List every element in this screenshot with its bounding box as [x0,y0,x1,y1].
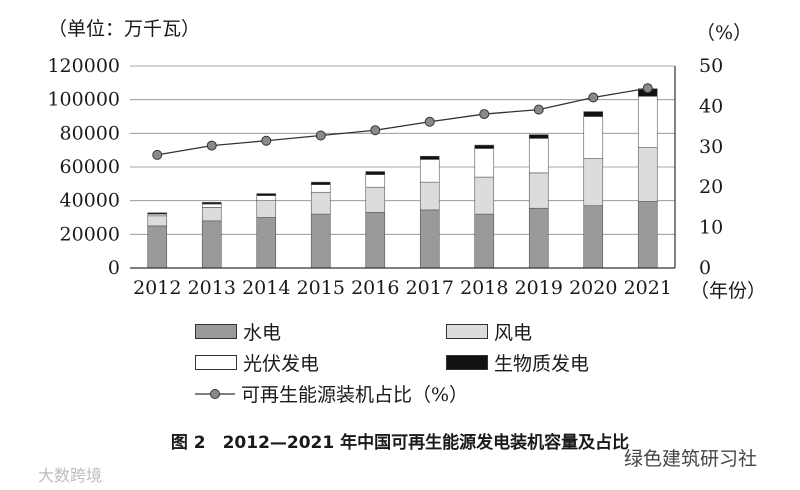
legend-item-biomass: 生物质发电 [446,349,589,376]
x-tick-label: 2013 [188,277,236,299]
bar-biomass [528,134,549,139]
bar-wind [310,191,331,215]
x-tick-label: 2021 [624,277,672,299]
share-line [157,87,648,156]
legend-label-wind: 风电 [494,322,533,344]
y2-tick-label: 30 [699,136,723,158]
bar-wind [256,200,277,218]
legend-swatch-solar [195,355,237,370]
legend-item-solar: 光伏发电 [195,349,319,376]
legend-label-hydro: 水电 [243,322,282,344]
y-tick-label: 80000 [60,122,120,144]
x-tick-label: 2020 [569,277,617,299]
bar-solar [201,203,222,208]
share-point [261,135,272,146]
y2-tick-label: 20 [699,176,723,198]
bar-hydro [310,213,331,269]
right-axis-unit: （%） [696,22,753,44]
y2-tick-label: 10 [699,217,723,239]
bar-hydro [147,225,168,269]
x-tick-label: 2017 [406,277,454,299]
legend-item-hydro: 水电 [195,318,281,345]
y-tick-label: 20000 [60,223,120,245]
bar-hydro [528,207,549,269]
x-tick-label: 2015 [297,277,345,299]
x-tick-label: 2014 [242,277,290,299]
bar-wind [474,176,495,215]
share-point [206,140,217,151]
bar-solar [637,96,658,148]
x-tick-label: 2018 [460,277,508,299]
bar-wind [637,147,658,202]
bar-hydro [637,201,658,269]
bar-biomass [365,171,386,175]
bar-hydro [365,212,386,269]
y-tick-label: 100000 [47,89,120,111]
bar-hydro [474,213,495,269]
y-tick-label: 40000 [60,190,120,212]
bar-hydro [419,209,440,269]
figure-caption: 图 2 2012—2021 年中国可再生能源发电装机容量及占比 [170,433,630,453]
y-tick-label: 120000 [47,55,120,77]
bar-biomass [583,111,604,117]
y2-tick-label: 0 [699,257,711,279]
bar-wind [528,172,549,209]
bar-solar [365,174,386,188]
share-point [315,130,326,141]
bar-hydro [583,205,604,269]
share-point [152,149,163,160]
bar-wind [365,186,386,213]
bar-hydro [256,217,277,269]
left-axis-unit: （单位：万千瓦） [48,18,201,40]
x-tick-label: 2012 [133,277,181,299]
x-tick-label: 2019 [515,277,563,299]
y2-tick-label: 40 [699,95,723,117]
watermark-left: 大数跨境 [38,466,103,485]
legend-label-share: 可再生能源装机占比（%） [241,384,469,406]
bar-solar [528,138,549,174]
x-tick-label: 2016 [351,277,399,299]
bar-solar [310,184,331,193]
share-point [479,109,490,120]
legend-swatch-biomass [446,355,488,370]
bar-hydro [201,220,222,269]
share-point [588,92,599,103]
bar-biomass [147,212,168,215]
bar-solar [256,195,277,201]
share-line-group [152,83,653,160]
y-tick-label: 0 [108,257,120,279]
legend-item-wind: 风电 [446,318,532,345]
bar-biomass [256,193,277,196]
bar-group [147,88,658,269]
bar-solar [583,116,604,159]
legend-swatch-wind [446,324,488,339]
legend-line-marker-icon [195,388,235,399]
bar-solar [474,148,495,178]
bar-wind [583,158,604,207]
watermark-right: 绿色建筑研习社 [624,448,758,470]
bar-biomass [419,155,440,160]
legend-item-share: 可再生能源装机占比（%） [195,380,468,407]
bar-biomass [201,202,222,205]
x-axis-unit: （年份） [690,280,767,302]
axes [130,66,676,269]
bar-wind [147,215,168,227]
legend-swatch-hydro [195,324,237,339]
tick-labels: 0 20000 40000 60000 80000 100000 120000 0 10 20 30… [47,55,723,299]
share-point [424,116,435,127]
share-point [642,83,653,94]
legend-label-solar: 光伏发电 [243,353,320,375]
bar-biomass [310,181,331,185]
bar-wind [201,207,222,222]
bar-wind [419,181,440,211]
share-point [533,104,544,115]
legend-label-biomass: 生物质发电 [494,353,590,375]
bar-biomass [474,144,495,149]
share-point [370,125,381,136]
y-tick-label: 60000 [60,156,120,178]
bar-solar [419,159,440,183]
y2-tick-label: 50 [699,55,723,77]
